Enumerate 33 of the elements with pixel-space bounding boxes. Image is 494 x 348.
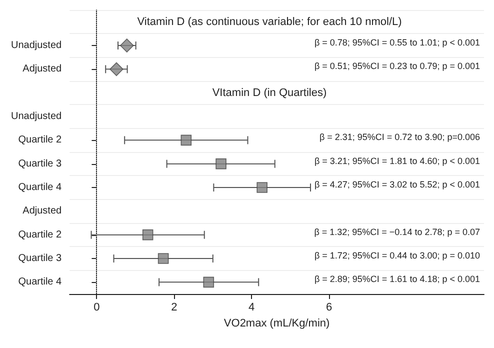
annotation: β = 3.21; 95%CI = 1.81 to 4.60; p < 0.001 <box>314 156 480 166</box>
annotation: β = 4.27; 95%CI = 3.02 to 5.52; p < 0.001 <box>314 180 480 190</box>
annotation: β = 0.78; 95%CI = 0.55 to 1.01; p < 0.001 <box>314 38 480 48</box>
point <box>120 38 134 52</box>
annotation: β = 2.89; 95%CI = 1.61 to 4.18; p < 0.001 <box>314 274 480 284</box>
x-tick-label: 2 <box>171 302 178 314</box>
y-tick-label: Adjusted <box>22 206 62 217</box>
x-tick-label: 0 <box>94 302 100 314</box>
annotation: β = 0.51; 95%CI = 0.23 to 0.79; p = 0.001 <box>314 61 480 72</box>
y-tick-label: Quartile 4 <box>18 182 62 193</box>
y-tick-label: Quartile 2 <box>18 229 62 240</box>
point <box>142 229 154 240</box>
y-tick-label: Unadjusted <box>10 40 62 51</box>
annotation: VItamin D (in Quartiles) <box>212 86 327 99</box>
annotation: β = 2.31; 95%CI = 0.72 to 3.90; p=0.006 <box>319 132 480 142</box>
point <box>256 182 268 193</box>
point <box>203 276 214 288</box>
y-tick-label: Quartile 3 <box>18 158 62 170</box>
annotation: β = 1.32; 95%CI = −0.14 to 2.78; p = 0.07 <box>314 226 480 237</box>
y-tick-label: Adjusted <box>22 64 62 75</box>
x-axis-title: VO2max (mL/Kg/min) <box>224 317 330 330</box>
annotation: β = 1.72; 95%CI = 0.44 to 3.00; p = 0.010 <box>314 250 480 260</box>
y-tick-label: Quartile 2 <box>18 134 62 146</box>
y-tick-label: Quartile 3 <box>18 253 62 264</box>
point <box>158 253 169 264</box>
x-tick-label: 6 <box>326 302 332 314</box>
y-tick-label: Unadjusted <box>10 111 62 122</box>
annotation: Vitamin D (as continuous variable; for each 10 nmol/L) <box>137 16 402 28</box>
point <box>216 158 226 170</box>
x-tick-label: 4 <box>248 302 255 314</box>
point <box>180 134 192 146</box>
point <box>110 62 124 76</box>
y-tick-label: Quartile 4 <box>18 276 62 288</box>
